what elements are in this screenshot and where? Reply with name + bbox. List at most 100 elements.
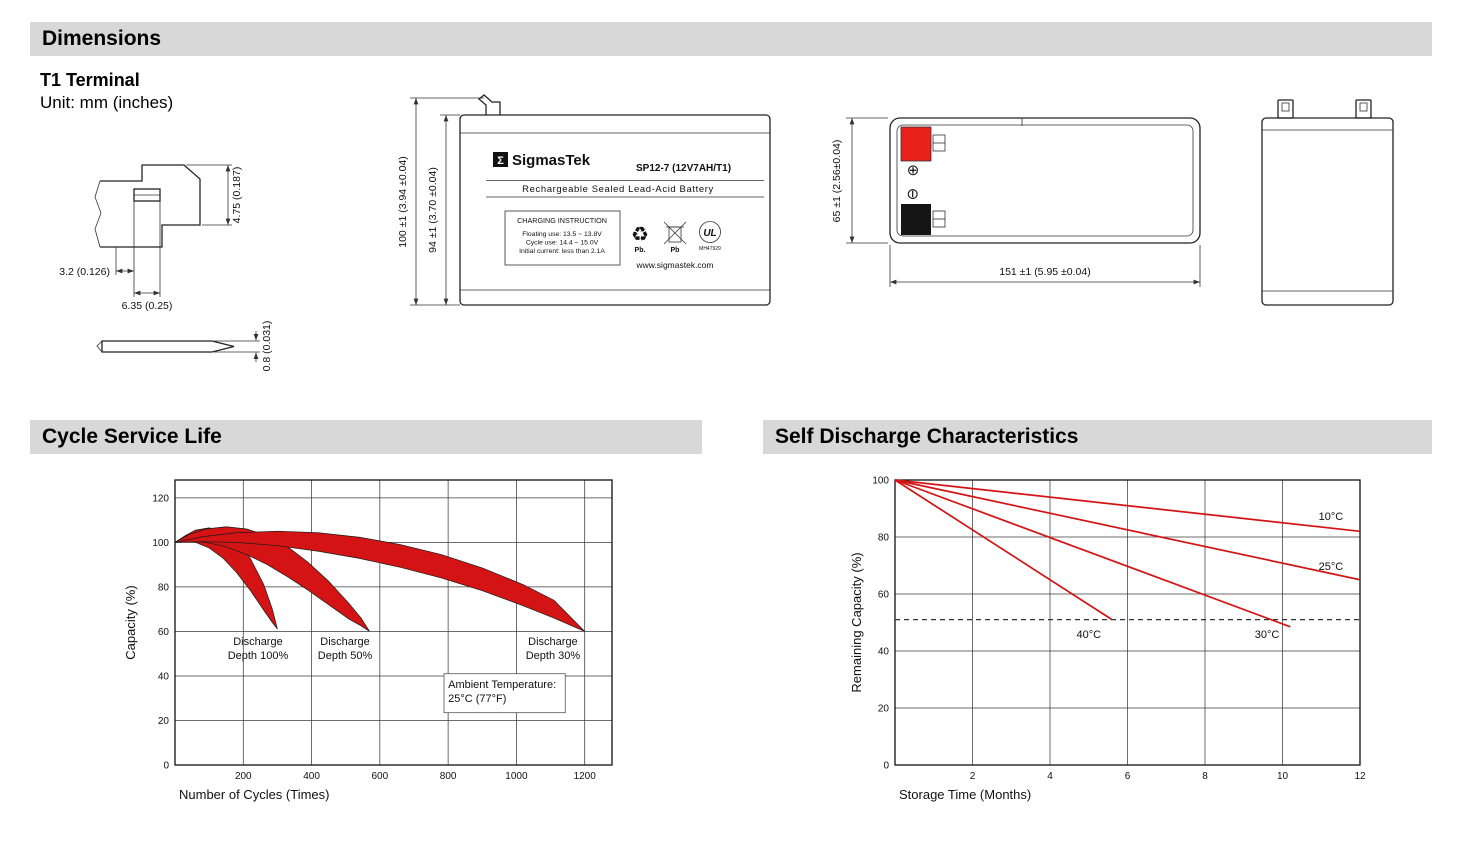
terminal-tab bbox=[477, 94, 501, 115]
temperature-curve bbox=[894, 479, 1361, 581]
x-tick-label: 6 bbox=[1125, 771, 1131, 782]
ul-letters: UL bbox=[703, 228, 716, 239]
y-axis-label: Capacity (%) bbox=[123, 585, 138, 659]
positive-symbol: ⊕ bbox=[907, 162, 920, 179]
dim-tab-width: 6.35 (0.25) bbox=[122, 201, 173, 312]
pb-recycle-label: Pb. bbox=[635, 247, 646, 254]
series-label: 25°C bbox=[1319, 561, 1344, 573]
x-tick-label: 800 bbox=[440, 771, 457, 782]
chart-annotation: Discharge Depth 100% bbox=[228, 636, 289, 662]
y-tick-label: 100 bbox=[152, 538, 169, 549]
section-title: Dimensions bbox=[42, 27, 162, 50]
charging-title: CHARGING INSTRUCTION bbox=[517, 216, 607, 225]
section-title: Cycle Service Life bbox=[42, 425, 222, 448]
t1-terminal-detail-drawing: 4.75 (0.187) 3.2 (0.126) 6.35 (0.25) 0.8… bbox=[59, 164, 273, 372]
section-header-cycle-service-life: Cycle Service Life bbox=[30, 420, 702, 454]
battery-top-view-drawing: ⊕ ⊖ 65 ±1 (2.56±0.04) 151 ±1 (5.95 ±0.04… bbox=[831, 117, 1201, 287]
x-tick-label: 4 bbox=[1047, 771, 1053, 782]
charging-instruction-box: CHARGING INSTRUCTION Floating use: 13.5 … bbox=[504, 210, 621, 266]
series-label: 40°C bbox=[1076, 629, 1101, 641]
x-tick-label: 200 bbox=[235, 771, 252, 782]
tab-side-view-blade bbox=[96, 340, 235, 353]
plot-border bbox=[174, 479, 613, 766]
dim-label-total-height: 100 ±1 (3.94 ±0.04) bbox=[397, 156, 409, 248]
x-axis-label: Storage Time (Months) bbox=[899, 787, 1031, 802]
temperature-curve bbox=[894, 479, 1361, 533]
section-header-self-discharge: Self Discharge Characteristics bbox=[763, 420, 1432, 454]
x-tick-label: 1200 bbox=[574, 771, 597, 782]
no-trash-pb-icon: Pb bbox=[663, 221, 687, 254]
y-tick-label: 20 bbox=[878, 704, 890, 715]
x-axis-label: Number of Cycles (Times) bbox=[179, 787, 329, 802]
dim-tab-offset: 3.2 (0.126) bbox=[59, 201, 135, 297]
dim-label-case-height: 94 ±1 (3.70 ±0.04) bbox=[427, 167, 439, 253]
brand-logo-icon bbox=[493, 152, 508, 167]
pb-bin-label: Pb bbox=[671, 247, 680, 254]
dim-label-tab-height: 4.75 (0.187) bbox=[231, 167, 243, 224]
section-header-dimensions: Dimensions bbox=[30, 22, 1432, 56]
x-tick-label: 600 bbox=[372, 771, 389, 782]
charging-line-1: Floating use: 13.5 ~ 13.8V bbox=[522, 231, 602, 238]
dim-case-height: 94 ±1 (3.70 ±0.04) bbox=[427, 114, 460, 305]
website-url: www.sigmastek.com bbox=[636, 260, 714, 270]
negative-terminal-black bbox=[901, 204, 931, 235]
discharge-depth-band bbox=[174, 530, 585, 632]
y-tick-label: 40 bbox=[878, 647, 890, 658]
battery-case-outline bbox=[459, 94, 771, 306]
recycle-pb-icon: ♻ Pb. bbox=[631, 224, 649, 254]
y-tick-label: 60 bbox=[878, 590, 890, 601]
cycle-service-life-chart: 200 400 600 800 1000 1200 0 20 40 60 80 100 120 Disch… bbox=[123, 479, 613, 802]
model-number: SP12-7 (12V7AH/T1) bbox=[636, 163, 731, 174]
side-view-case bbox=[1261, 99, 1394, 306]
chart-annotation: Discharge Depth 50% bbox=[318, 636, 373, 662]
brand-logo-glyph: Σ bbox=[497, 155, 504, 167]
series-label: 30°C bbox=[1255, 629, 1280, 641]
y-tick-label: 0 bbox=[163, 761, 169, 772]
x-tick-label: 2 bbox=[970, 771, 976, 782]
dim-width: 65 ±1 (2.56±0.04) bbox=[831, 117, 888, 244]
case-corner-outline bbox=[94, 164, 201, 248]
dim-tab-thickness: 0.8 (0.031) bbox=[214, 321, 273, 372]
dim-label-tab-thickness: 0.8 (0.031) bbox=[261, 321, 273, 372]
svg-text:♻: ♻ bbox=[631, 224, 649, 246]
y-tick-label: 80 bbox=[878, 533, 890, 544]
product-type: Rechargeable Sealed Lead-Acid Battery bbox=[522, 184, 714, 195]
negative-symbol: ⊖ bbox=[904, 188, 921, 201]
temperature-curve bbox=[894, 479, 1113, 621]
terminal-type-title: T1 Terminal bbox=[40, 70, 140, 90]
ul-certification-icon: UL MH47929 bbox=[699, 221, 721, 252]
battery-side-view-drawing bbox=[1261, 99, 1394, 306]
dim-label-tab-width: 6.35 (0.25) bbox=[122, 300, 173, 312]
side-terminal-tab-1 bbox=[1277, 99, 1294, 119]
dim-length: 151 ±1 (5.95 ±0.04) bbox=[889, 245, 1201, 287]
discharge-depth-band bbox=[174, 526, 370, 632]
dim-label-tab-offset: 3.2 (0.126) bbox=[59, 266, 110, 278]
dim-label-width: 65 ±1 (2.56±0.04) bbox=[831, 140, 843, 223]
ul-file-number: MH47929 bbox=[699, 246, 721, 252]
dim-label-length: 151 ±1 (5.95 ±0.04) bbox=[999, 266, 1091, 278]
x-tick-label: 12 bbox=[1354, 771, 1366, 782]
dim-tab-height: 4.75 (0.187) bbox=[186, 164, 243, 226]
charging-line-2: Cycle use: 14.4 ~ 15.0V bbox=[526, 240, 599, 247]
y-tick-label: 20 bbox=[158, 716, 170, 727]
charging-line-3: Initial current: less than 2.1A bbox=[519, 248, 605, 255]
x-tick-label: 1000 bbox=[505, 771, 528, 782]
section-title: Self Discharge Characteristics bbox=[775, 425, 1079, 448]
y-tick-label: 60 bbox=[158, 627, 170, 638]
chart-annotation: Discharge Depth 30% bbox=[526, 636, 581, 662]
y-tick-label: 80 bbox=[158, 582, 170, 593]
y-tick-label: 100 bbox=[872, 476, 889, 487]
series-label: 10°C bbox=[1319, 511, 1344, 523]
y-axis-label: Remaining Capacity (%) bbox=[849, 552, 864, 692]
annotation-box bbox=[443, 673, 566, 714]
positive-terminal-red bbox=[900, 126, 932, 162]
brand-name: SigmasTek bbox=[512, 152, 591, 169]
x-tick-label: 400 bbox=[303, 771, 320, 782]
temperature-curve bbox=[894, 479, 1291, 628]
y-tick-label: 120 bbox=[152, 493, 169, 504]
self-discharge-chart: 2 4 6 8 10 12 0 20 40 60 80 100 10°C 25°C 40°C 30°C Stor… bbox=[849, 476, 1366, 803]
x-tick-label: 8 bbox=[1202, 771, 1208, 782]
y-tick-label: 0 bbox=[883, 761, 889, 772]
plot-border bbox=[894, 479, 1361, 766]
